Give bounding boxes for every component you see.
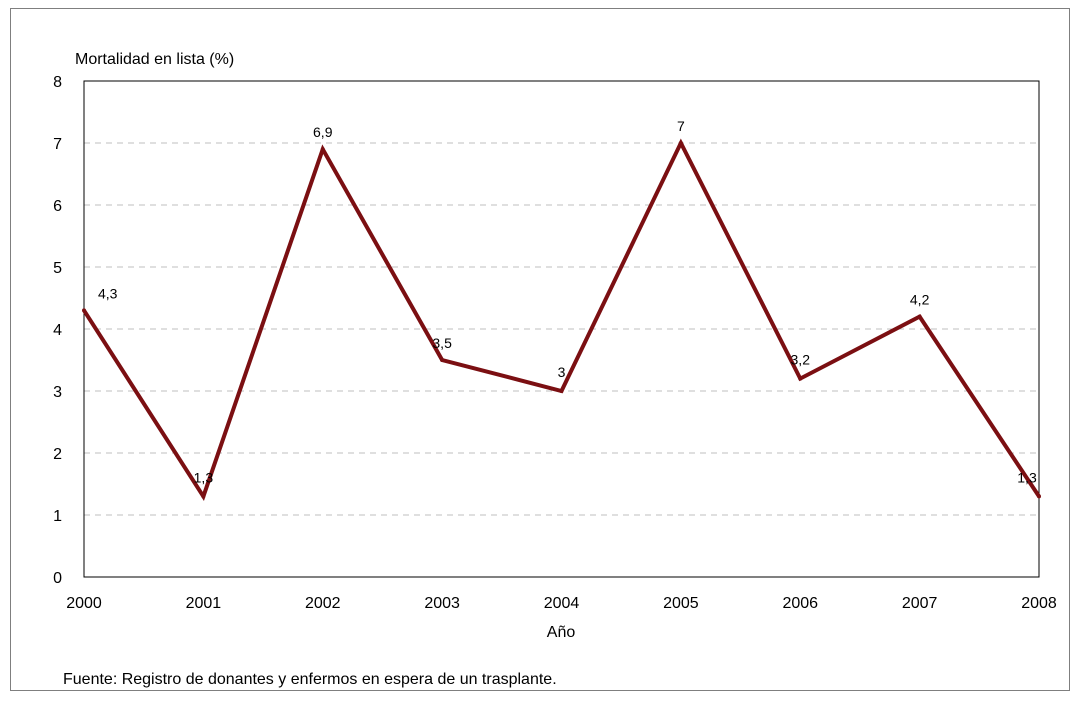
data-label-2003: 3,5 — [432, 335, 452, 351]
data-point-2001 — [201, 494, 206, 499]
data-point-2000 — [82, 308, 86, 313]
y-tick-label: 3 — [53, 384, 62, 401]
y-axis-ticks: 0 1 2 3 4 5 6 7 8 — [53, 74, 62, 587]
x-tick-label: 2004 — [544, 595, 580, 612]
x-tick-label: 2001 — [186, 595, 222, 612]
data-labels: 4,3 1,3 6,9 3,5 3 7 3,2 4,2 1,3 — [98, 118, 1037, 485]
y-tick-label: 4 — [53, 322, 62, 339]
data-label-2005: 7 — [677, 118, 685, 134]
y-tick-label: 7 — [53, 136, 62, 153]
x-tick-label: 2003 — [424, 595, 460, 612]
y-tick-label: 2 — [53, 446, 62, 463]
x-tick-label: 2008 — [1021, 595, 1057, 612]
y-tick-label: 8 — [53, 74, 62, 91]
data-point-2004 — [559, 389, 564, 393]
data-point-2008 — [1037, 494, 1041, 499]
y-tick-label: 6 — [53, 198, 62, 215]
data-label-2007: 4,2 — [910, 292, 930, 308]
y-tick-label: 1 — [53, 508, 62, 525]
data-label-2004: 3 — [558, 364, 566, 380]
data-label-2000: 4,3 — [98, 285, 118, 301]
series-line — [82, 138, 1041, 501]
data-point-2005 — [678, 141, 683, 145]
y-tick-label: 5 — [53, 260, 62, 277]
data-label-2008: 1,3 — [1017, 469, 1037, 485]
x-tick-label: 2000 — [66, 595, 102, 612]
data-point-2002 — [320, 147, 325, 152]
plot-area — [83, 80, 1040, 578]
data-label-2002: 6,9 — [313, 124, 333, 140]
x-tick-label: 2006 — [782, 595, 818, 612]
x-tick-label: 2002 — [305, 595, 341, 612]
data-point-2007 — [917, 314, 922, 319]
data-label-2006: 3,2 — [791, 352, 811, 368]
x-tick-label: 2005 — [663, 595, 699, 612]
data-point-2006 — [798, 376, 803, 381]
source-note: Fuente: Registro de donantes y enfermos … — [63, 671, 557, 688]
data-point-2003 — [440, 358, 445, 362]
data-label-2001: 1,3 — [194, 469, 214, 485]
x-axis-ticks: 2000 2001 2002 2003 2004 2005 2006 2007 2008 — [66, 595, 1057, 612]
y-axis-title: Mortalidad en lista (%) — [75, 51, 234, 68]
x-axis-title: Año — [547, 624, 576, 641]
x-tick-label: 2007 — [902, 595, 938, 612]
y-tick-label: 0 — [53, 570, 62, 587]
data-points — [82, 141, 1041, 499]
